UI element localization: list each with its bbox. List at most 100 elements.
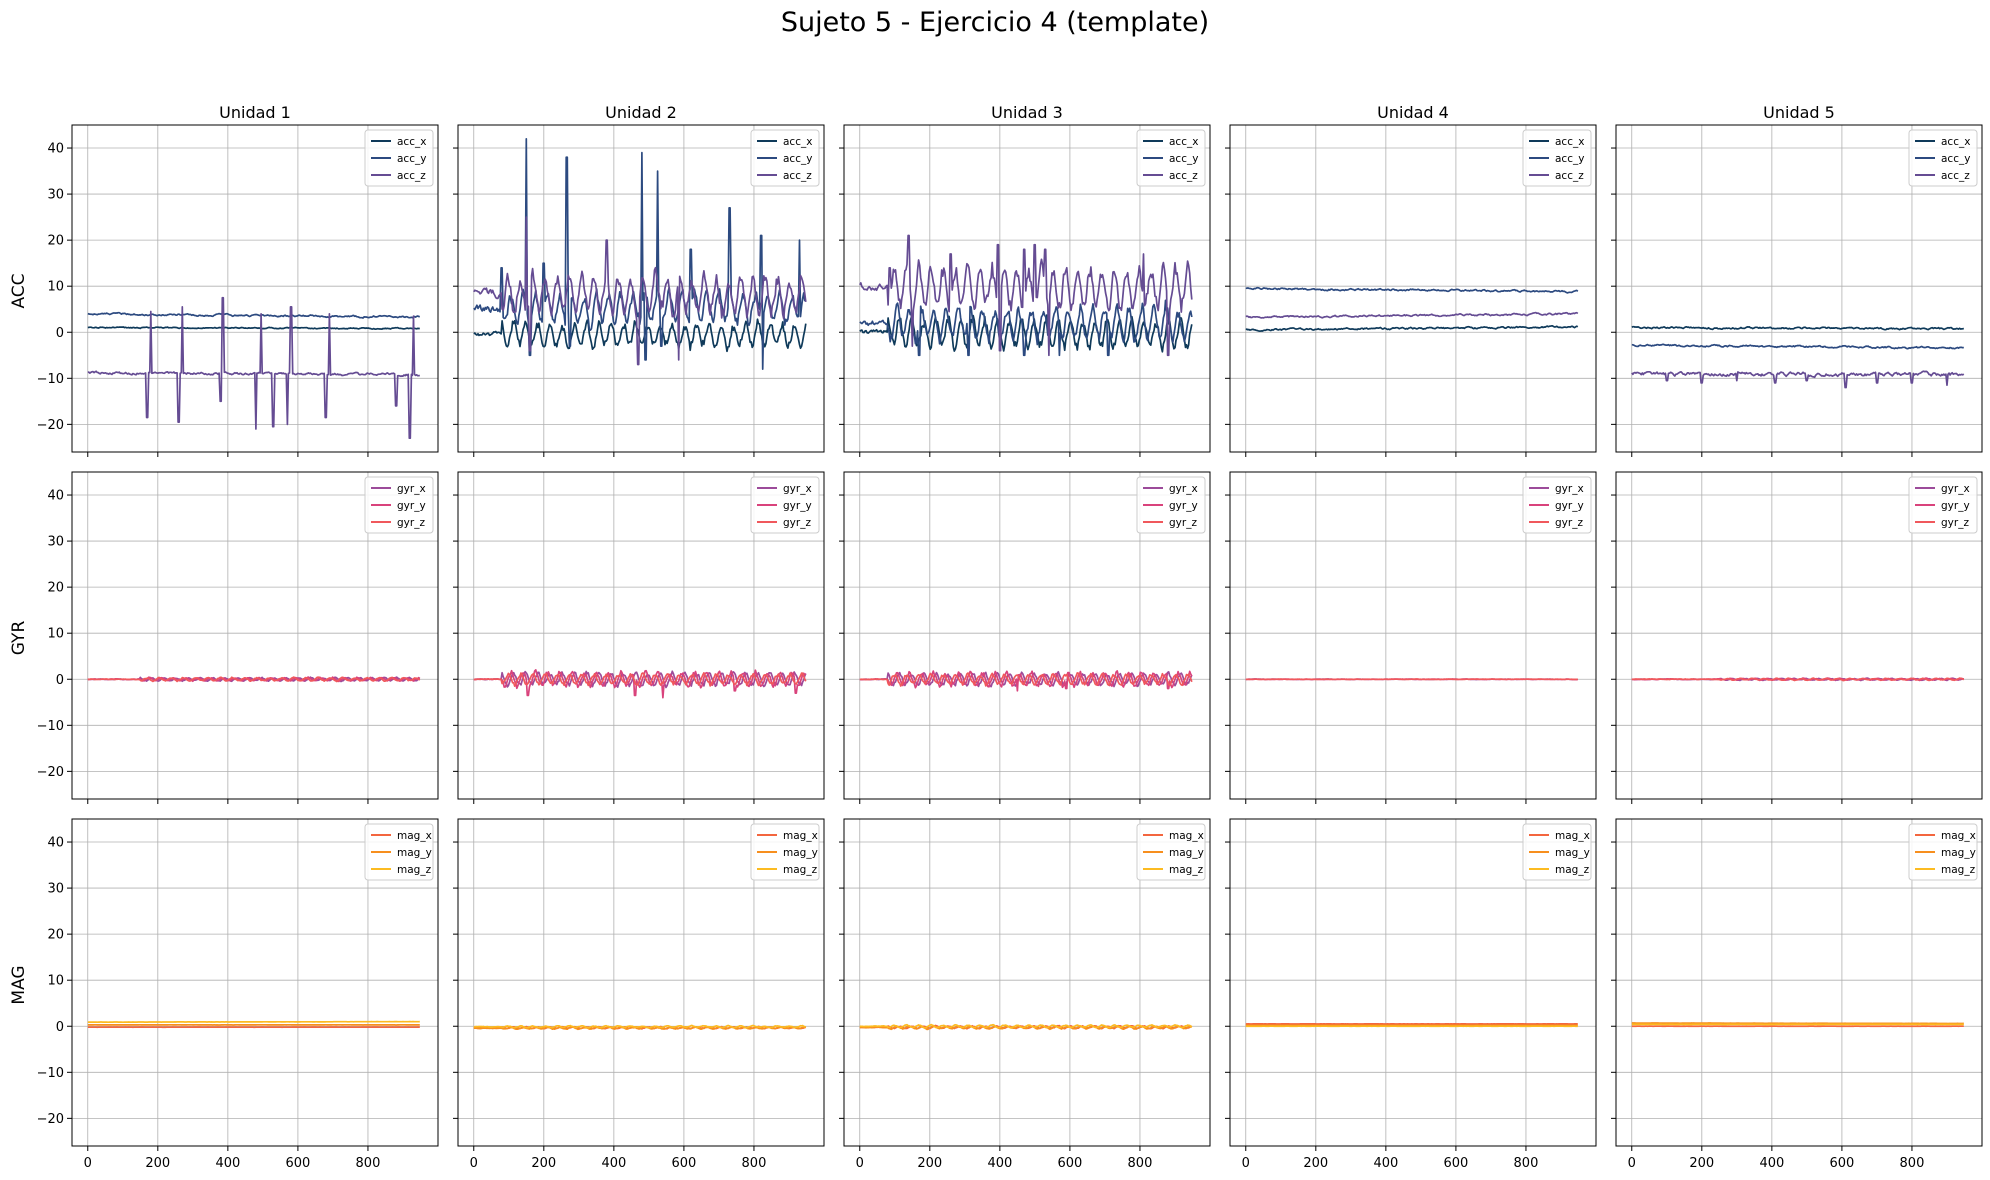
legend-label: gyr_y (1555, 500, 1584, 512)
legend-label: gyr_x (1555, 483, 1584, 495)
legend-label: mag_x (1169, 830, 1204, 842)
x-tick-label: 200 (1303, 1156, 1328, 1171)
x-tick-label: 600 (1829, 1156, 1854, 1171)
column-title-2: Unidad 2 (605, 103, 677, 122)
legend-label: gyr_y (1169, 500, 1198, 512)
series-line-acc_y (1245, 286, 1579, 294)
series-line-acc_x (87, 326, 420, 331)
x-tick-label: 0 (856, 1156, 864, 1171)
x-tick-label: 400 (987, 1156, 1012, 1171)
panel-mag-2: 0 200 400 600 800 mag_x mag_y mag_z (453, 818, 825, 1171)
legend-label: mag_z (397, 864, 432, 876)
legend: acc_x acc_y acc_z (1908, 129, 1978, 187)
legend-label: acc_x (1555, 136, 1584, 148)
legend-label: mag_z (1941, 864, 1976, 876)
y-tick-label: 40 (47, 142, 64, 157)
series-line-gyr_z (87, 676, 421, 683)
y-tick-label: −10 (37, 372, 64, 387)
axes-frame (457, 818, 825, 1147)
legend: acc_x acc_y acc_z (364, 129, 434, 187)
legend-label: mag_x (1941, 830, 1976, 842)
y-tick-label: 20 (47, 581, 64, 596)
panel-acc-4: acc_x acc_y acc_z (1225, 124, 1597, 457)
axes-frame (71, 471, 439, 800)
x-tick-label: 0 (1628, 1156, 1636, 1171)
series-line-acc_y (1631, 343, 1965, 350)
x-tick-label: 600 (285, 1156, 310, 1171)
series-line-mag_y (859, 1025, 1192, 1031)
series-line-mag_z (473, 1024, 806, 1029)
series-line-gyr_z (859, 672, 1193, 687)
legend: mag_x mag_y mag_z (364, 823, 434, 881)
x-tick-label: 200 (531, 1156, 556, 1171)
x-tick-label: 200 (145, 1156, 170, 1171)
legend-label: mag_z (1169, 864, 1204, 876)
y-tick-label: −20 (37, 765, 64, 780)
legend-label: gyr_z (1941, 517, 1969, 529)
x-tick-label: 400 (601, 1156, 626, 1171)
series-line-acc_y (859, 299, 1193, 357)
axes-frame (843, 124, 1211, 453)
series-line-acc_x (1245, 325, 1579, 332)
series-line-gyr_z (1631, 677, 1965, 682)
x-tick-label: 600 (1443, 1156, 1468, 1171)
panel-gyr-4: gyr_x gyr_y gyr_z (1225, 471, 1597, 804)
legend-label: acc_z (783, 170, 812, 182)
x-tick-label: 800 (1900, 1156, 1925, 1171)
legend-label: gyr_z (1555, 517, 1583, 529)
legend-label: acc_z (397, 170, 426, 182)
legend: acc_x acc_y acc_z (750, 129, 820, 187)
row-label-acc: ACC (9, 273, 29, 308)
axes-frame (457, 124, 825, 453)
x-tick-label: 400 (215, 1156, 240, 1171)
panel-acc-3: acc_x acc_y acc_z (839, 124, 1211, 457)
panel-gyr-5: gyr_x gyr_y gyr_z (1611, 471, 1983, 804)
legend-label: mag_x (397, 830, 432, 842)
legend: mag_x mag_y mag_z (1136, 823, 1206, 881)
axes-frame (1229, 124, 1597, 453)
y-tick-label: 0 (56, 673, 64, 688)
legend-label: gyr_y (783, 500, 812, 512)
y-tick-label: 10 (47, 280, 64, 295)
column-title-3: Unidad 3 (991, 103, 1063, 122)
series-line-acc_x (1631, 325, 1965, 331)
legend-label: acc_y (783, 153, 812, 165)
x-tick-label: 0 (470, 1156, 478, 1171)
legend-label: mag_y (1169, 847, 1204, 859)
x-tick-label: 200 (917, 1156, 942, 1171)
y-tick-label: 40 (47, 836, 64, 851)
series-line-gyr_y (859, 670, 1193, 692)
axes-frame (1229, 471, 1597, 800)
series-line-mag_z (859, 1023, 1193, 1029)
panel-acc-2: acc_x acc_y acc_z (453, 124, 825, 457)
series-line-acc_z (473, 216, 807, 366)
panel-gyr-2: gyr_x gyr_y gyr_z (453, 471, 825, 804)
series-line-gyr_z (1245, 678, 1578, 681)
y-tick-label: −20 (37, 418, 64, 433)
legend-label: mag_z (1555, 864, 1590, 876)
x-tick-label: 200 (1689, 1156, 1714, 1171)
legend: gyr_x gyr_y gyr_z (750, 476, 820, 534)
series-line-gyr_z (473, 672, 807, 687)
y-tick-label: 30 (47, 535, 64, 550)
legend-label: mag_y (1555, 847, 1590, 859)
y-tick-label: −20 (37, 1112, 64, 1127)
axes-frame (457, 471, 825, 800)
legend-label: mag_y (783, 847, 818, 859)
legend-label: acc_y (1941, 153, 1970, 165)
legend-label: gyr_z (397, 517, 425, 529)
panel-mag-4: 0 200 400 600 800 mag_x mag_y mag_z (1225, 818, 1597, 1171)
legend: gyr_x gyr_y gyr_z (1136, 476, 1206, 534)
series-line-acc_z (1631, 370, 1965, 389)
series-line-mag_y (473, 1026, 807, 1031)
legend-label: gyr_x (397, 483, 426, 495)
axes-frame (1615, 124, 1983, 453)
column-title-5: Unidad 5 (1763, 103, 1835, 122)
y-tick-label: 30 (47, 882, 64, 897)
legend-label: acc_x (1169, 136, 1198, 148)
panel-gyr-1: −20 −10 0 10 20 30 40 gyr_x gyr_y gyr_z (37, 471, 439, 804)
x-tick-label: 800 (1514, 1156, 1539, 1171)
legend-label: acc_x (397, 136, 426, 148)
